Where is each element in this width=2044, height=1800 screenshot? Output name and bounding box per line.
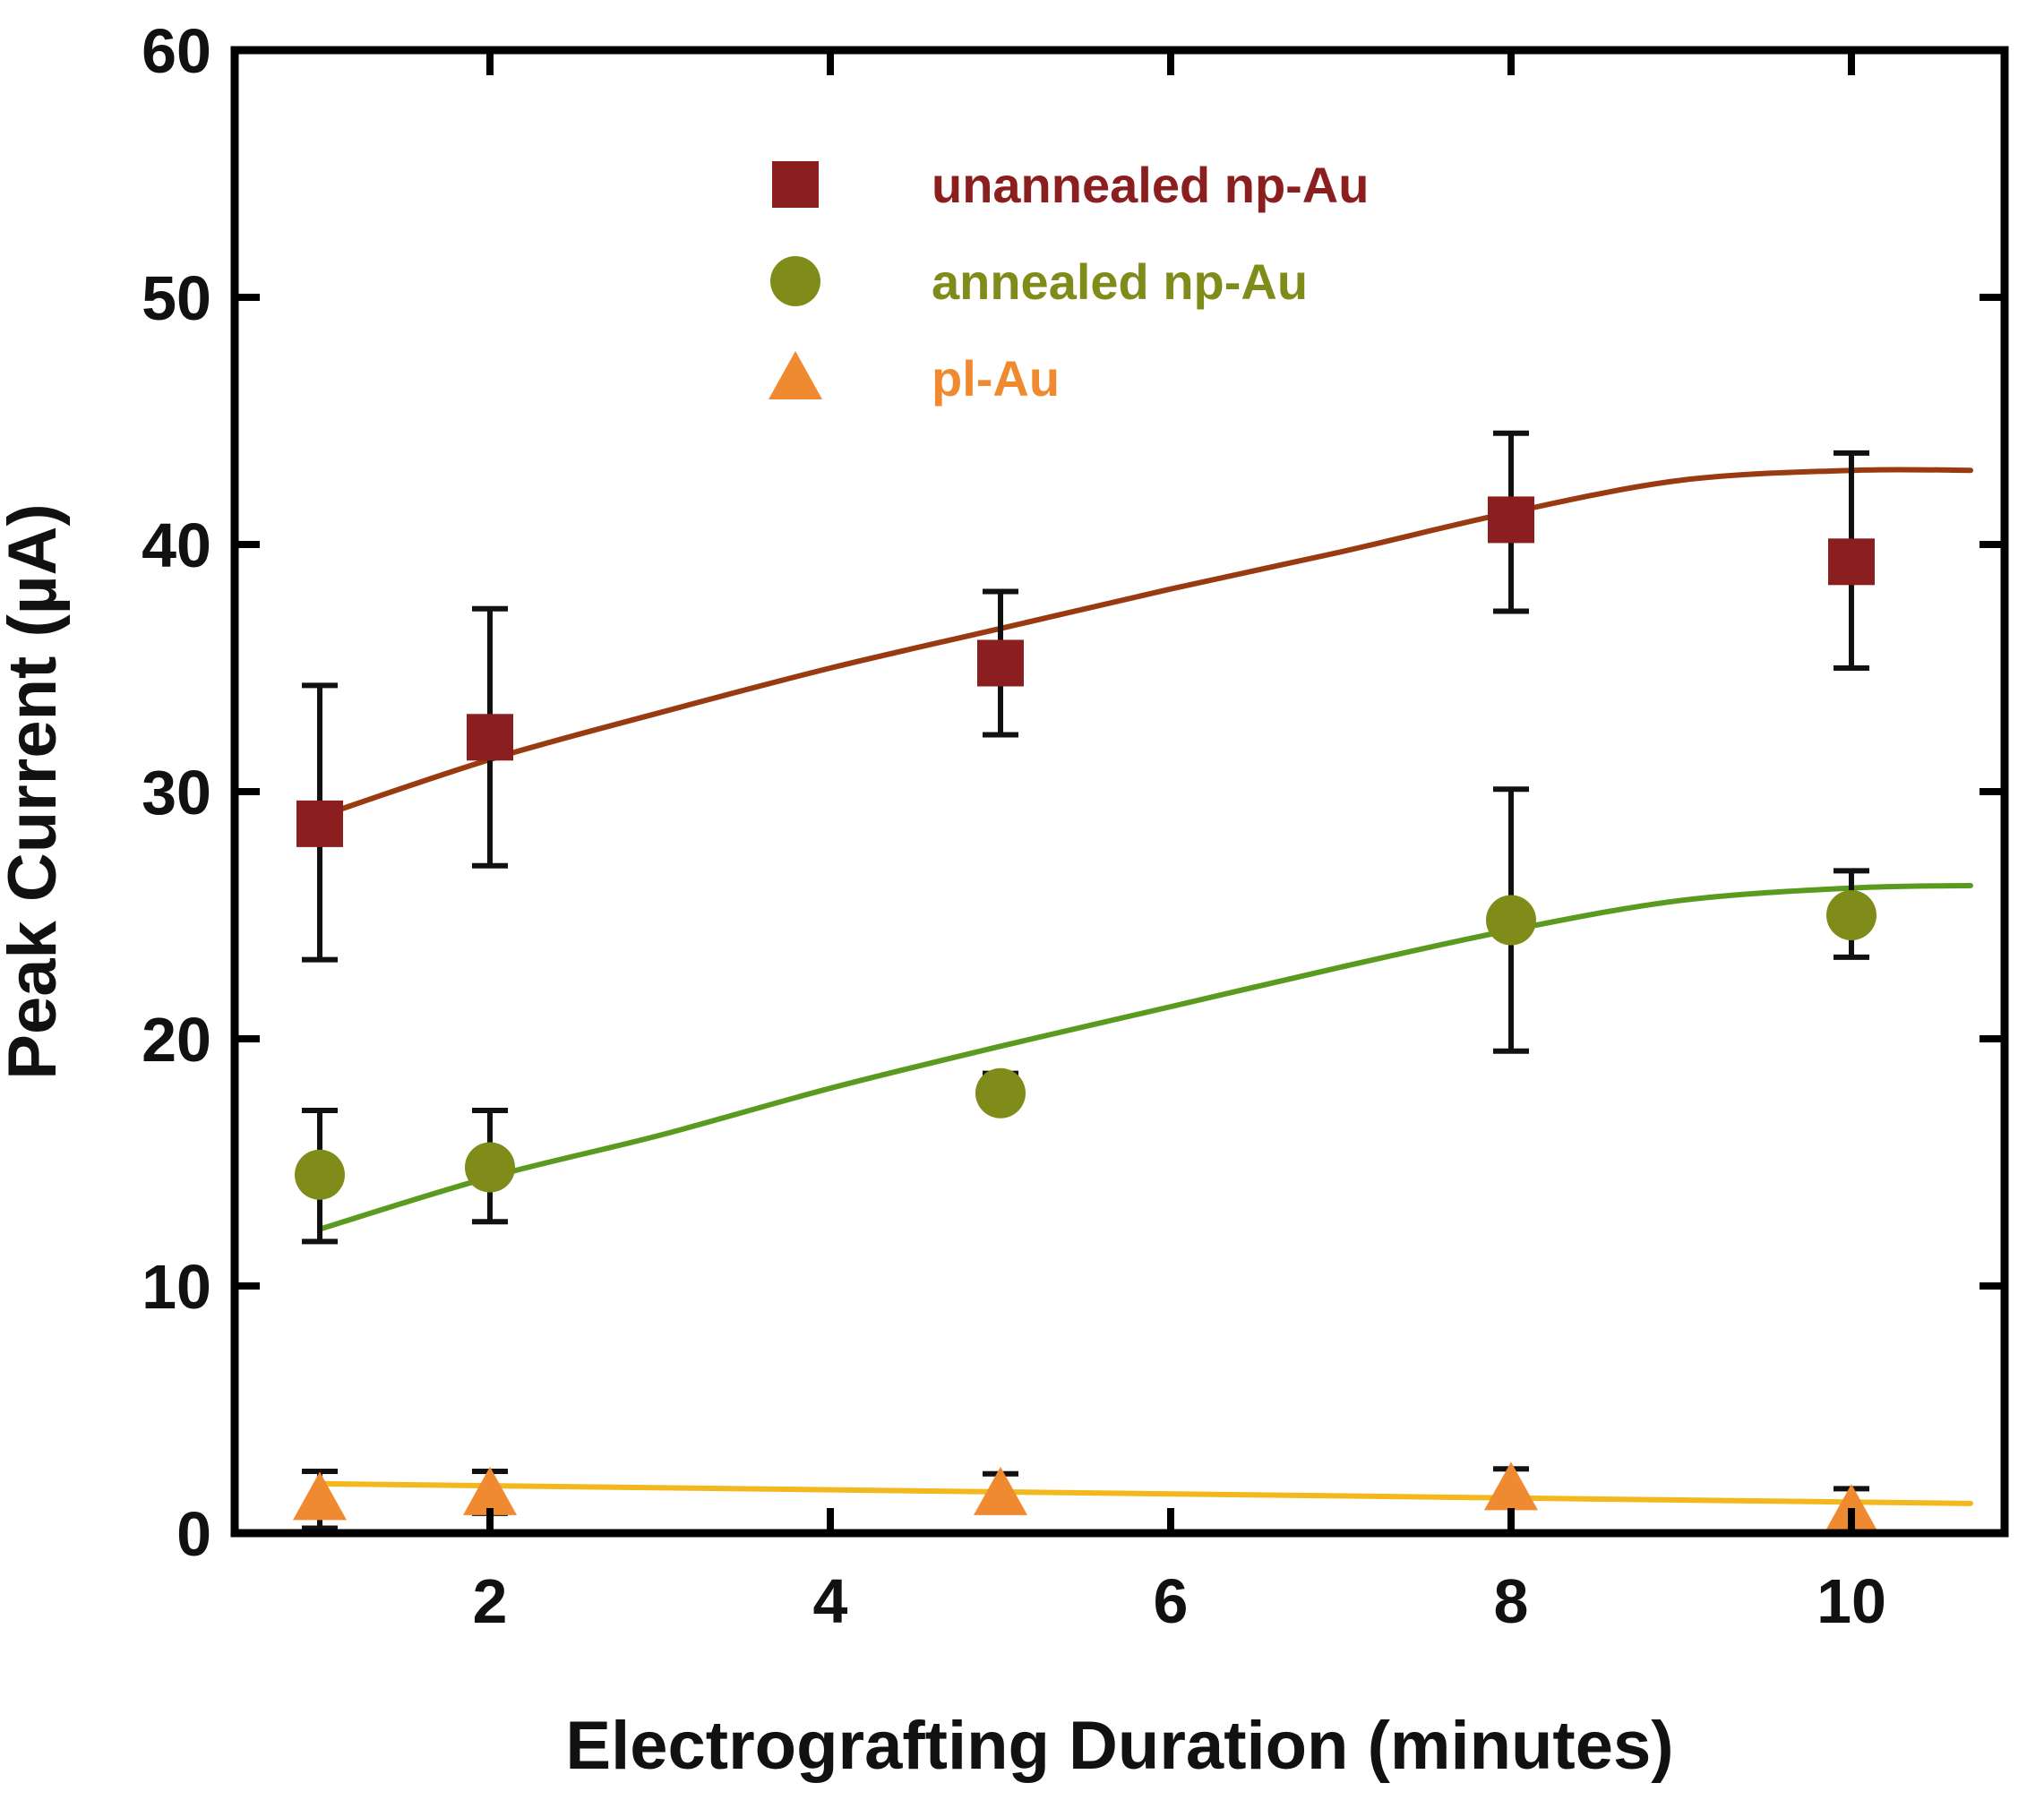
x-tick-label: 10 bbox=[1816, 1566, 1886, 1636]
y-tick-label: 20 bbox=[142, 1005, 211, 1075]
error-bars bbox=[302, 430, 1869, 1531]
legend: unannealed np-Au annealed np-Au pl-Au bbox=[769, 157, 1369, 407]
y-tick-label: 10 bbox=[142, 1252, 211, 1322]
tick-labels: 0 10 20 30 40 50 60 2 4 6 8 10 bbox=[142, 16, 1886, 1636]
legend-marker-circle bbox=[770, 256, 820, 306]
legend-label: unannealed np-Au bbox=[932, 157, 1369, 213]
data-point-circle bbox=[975, 1067, 1026, 1119]
data-point-triangle bbox=[974, 1466, 1027, 1515]
data-point-triangle bbox=[293, 1471, 347, 1521]
fit-curves bbox=[317, 467, 1973, 1506]
legend-marker-triangle bbox=[769, 351, 822, 399]
data-markers bbox=[293, 496, 1878, 1533]
legend-marker-square bbox=[772, 161, 819, 208]
data-point-square bbox=[977, 639, 1024, 687]
y-tick-label: 30 bbox=[142, 758, 211, 827]
fit-line-pl-Au bbox=[317, 1480, 1973, 1506]
legend-label: annealed np-Au bbox=[932, 253, 1308, 310]
fit-line-unannealed-np-Au bbox=[317, 467, 1973, 819]
data-point-square bbox=[1488, 496, 1534, 544]
data-point-circle bbox=[1486, 895, 1536, 946]
x-tick-label: 2 bbox=[473, 1566, 508, 1636]
x-tick-label: 4 bbox=[813, 1566, 848, 1636]
data-point-triangle bbox=[1484, 1461, 1538, 1511]
fit-line-annealed-np-Au bbox=[317, 882, 1973, 1232]
data-point-circle bbox=[1826, 890, 1877, 940]
data-point-circle bbox=[295, 1149, 345, 1200]
legend-label: pl-Au bbox=[932, 350, 1060, 407]
x-tick-label: 8 bbox=[1494, 1566, 1529, 1636]
x-tick-label: 6 bbox=[1154, 1566, 1189, 1636]
x-axis-label: Electrografting Duration (minutes) bbox=[565, 1708, 1673, 1784]
data-point-square bbox=[467, 714, 513, 761]
data-point-square bbox=[1828, 538, 1875, 586]
data-point-square bbox=[296, 800, 343, 847]
y-tick-label: 50 bbox=[142, 263, 211, 333]
data-point-circle bbox=[465, 1142, 515, 1193]
y-axis-label: Peak Current (µA) bbox=[0, 503, 71, 1079]
y-tick-label: 60 bbox=[142, 16, 211, 86]
y-tick-label: 0 bbox=[176, 1499, 211, 1569]
data-point-triangle bbox=[463, 1466, 517, 1515]
plot-frame bbox=[230, 46, 2009, 1538]
y-tick-label: 40 bbox=[142, 510, 211, 580]
